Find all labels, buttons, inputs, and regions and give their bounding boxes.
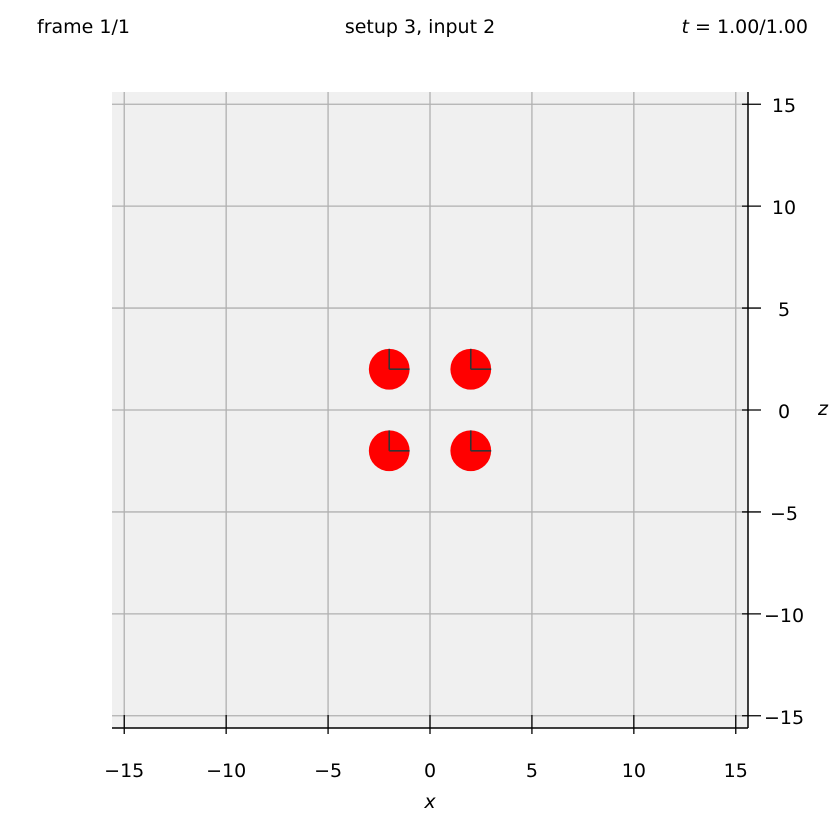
x-tick-label: −10 <box>206 760 246 782</box>
z-tick-label: 5 <box>778 299 790 321</box>
z-axis-label: z <box>817 398 829 420</box>
x-tick-label: 0 <box>424 760 436 782</box>
x-tick-label: −15 <box>104 760 144 782</box>
z-tick-label: −10 <box>764 605 804 627</box>
z-tick-label: 15 <box>772 95 796 117</box>
grid <box>112 92 748 728</box>
time-value: = 1.00/1.00 <box>688 16 808 38</box>
x-tick-label: −5 <box>314 760 342 782</box>
x-tick-label: 5 <box>526 760 538 782</box>
ticks: −15 −10 −5 0 5 10 15 −15 −10 −5 0 5 10 15 <box>104 95 804 782</box>
z-tick-label: 0 <box>778 401 790 423</box>
z-tick-label: −5 <box>770 503 798 525</box>
x-tick-label: 10 <box>622 760 646 782</box>
z-tick-label: −15 <box>764 707 804 729</box>
time-variable: t <box>681 16 689 38</box>
x-axis-label: x <box>423 791 436 813</box>
time-readout: t = 1.00/1.00 <box>682 16 808 38</box>
frame-counter: frame 1/1 <box>37 16 130 38</box>
x-tick-label: 15 <box>724 760 748 782</box>
setup-title: setup 3, input 2 <box>344 16 496 38</box>
markers <box>368 348 492 472</box>
z-tick-label: 10 <box>772 197 796 219</box>
